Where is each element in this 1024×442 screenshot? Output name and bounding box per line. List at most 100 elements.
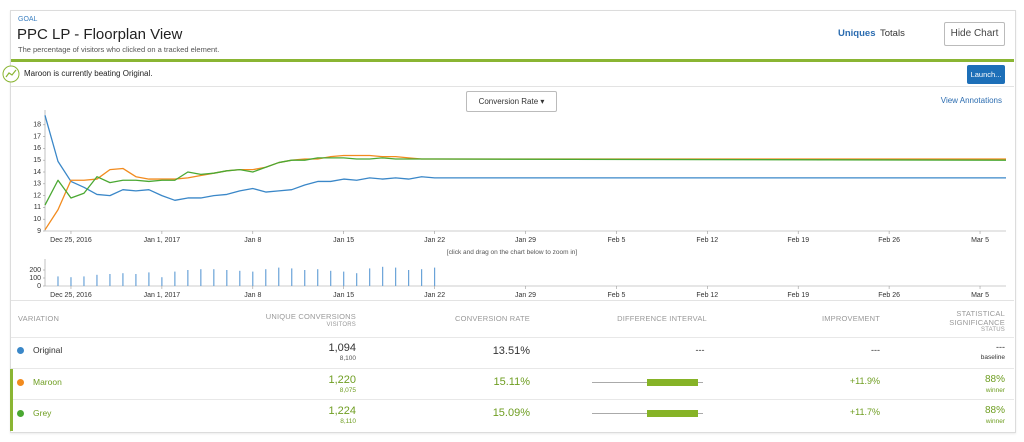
y-tick-label: 15 — [33, 157, 41, 164]
variation-name: Grey — [33, 408, 52, 418]
visitor-bar — [421, 269, 423, 286]
visitor-bar — [226, 270, 228, 286]
metric-dropdown[interactable]: Conversion Rate ▾ — [466, 91, 557, 112]
conversions: 1,224 — [328, 405, 356, 417]
y-tick-label: 11 — [34, 204, 41, 211]
goal-card — [10, 10, 1016, 433]
conversion-rate: 15.11% — [493, 376, 531, 388]
x-tick-label: Feb 19 — [787, 237, 809, 244]
x-tick-label: Jan 29 — [515, 292, 536, 299]
row-maroon — [11, 368, 1014, 400]
metric-label: Conversion Rate — [478, 97, 539, 106]
col-interval: DIFFERENCE INTERVAL — [617, 314, 707, 323]
goal-label: GOAL — [18, 16, 38, 23]
x-tick-label: Jan 15 — [333, 237, 354, 244]
x-tick-label: Feb 5 — [607, 237, 625, 244]
col-status: STATUS — [981, 327, 1005, 333]
significance: 88% — [984, 374, 1005, 385]
tab-totals[interactable]: Totals — [880, 28, 905, 39]
visitor-bar — [148, 272, 150, 286]
x-tick-label: Feb 26 — [878, 292, 900, 299]
visitor-bar — [304, 270, 306, 286]
visitor-bar — [317, 269, 319, 286]
series-line — [44, 157, 1007, 206]
y-tick-label: 13 — [33, 181, 41, 188]
improvement: --- — [871, 345, 880, 355]
winner-marker — [10, 369, 13, 431]
visitor-bar — [213, 269, 215, 286]
y-tick-label: 0 — [37, 283, 41, 290]
x-tick-label: Feb 26 — [878, 237, 900, 244]
x-tick-label: Feb 5 — [607, 292, 625, 299]
x-tick-label: Jan 15 — [333, 292, 354, 299]
improvement: +11.9% — [849, 376, 880, 386]
visitor-bar — [187, 270, 189, 286]
x-tick-label: Jan 1, 2017 — [144, 292, 181, 299]
series-line — [44, 154, 1006, 231]
x-tick-label: Mar 5 — [971, 237, 989, 244]
x-tick-label: Mar 5 — [971, 292, 989, 299]
x-tick-label: Jan 29 — [515, 237, 536, 244]
col-improvement: IMPROVEMENT — [821, 314, 880, 323]
variation-dot — [17, 347, 24, 354]
visitor-bar — [330, 270, 332, 286]
visitor-bar — [174, 271, 176, 286]
conversion-rate: 13.51% — [492, 345, 530, 357]
visitor-bar — [252, 271, 254, 286]
hide-chart-button[interactable]: Hide Chart — [944, 22, 1005, 46]
conversions: 1,220 — [328, 374, 356, 386]
banner-message: Maroon is currently beating Original. — [24, 69, 153, 78]
status: baseline — [980, 354, 1005, 361]
divider — [11, 300, 1014, 301]
row-grey — [11, 399, 1014, 431]
variation-dot — [17, 379, 24, 386]
col-conversions: UNIQUE CONVERSIONS — [265, 312, 356, 321]
launch-button[interactable]: Launch... — [967, 65, 1005, 84]
x-tick-label: Jan 1, 2017 — [144, 237, 181, 244]
visitor-bar — [161, 277, 163, 286]
trend-icon — [2, 65, 20, 83]
col-variation: VARIATION — [18, 314, 60, 323]
variation-name: Original — [33, 345, 63, 355]
tab-uniques[interactable]: Uniques — [838, 28, 876, 39]
view-annotations-link[interactable]: View Annotations — [940, 96, 1002, 105]
visitor-bar — [343, 271, 345, 286]
visitor-bar — [239, 270, 241, 286]
significance: --- — [996, 342, 1005, 352]
variation-dot — [17, 410, 24, 417]
goal-subtitle: The percentage of visitors who clicked o… — [18, 45, 220, 54]
conversions: 1,094 — [328, 342, 356, 354]
y-tick-label: 16 — [33, 145, 41, 152]
visitor-bar — [356, 273, 358, 286]
goal-title: PPC LP - Floorplan View — [17, 26, 183, 43]
y-tick-label: 10 — [33, 216, 41, 223]
y-tick-label: 9 — [37, 228, 41, 235]
visitors: 8,075 — [339, 387, 356, 394]
interval-bar — [647, 410, 698, 417]
y-tick-label: 200 — [29, 267, 41, 274]
divider — [11, 86, 1014, 87]
visitor-bar — [57, 276, 59, 286]
y-tick-label: 100 — [29, 275, 41, 282]
visitor-bar — [278, 267, 280, 286]
visitor-bar — [96, 274, 98, 286]
visitor-bar — [265, 269, 267, 286]
status-stripe — [11, 59, 1014, 62]
visitor-bar — [408, 270, 410, 286]
visitor-bar — [135, 274, 137, 286]
significance: 88% — [984, 405, 1005, 416]
interval-bar — [647, 379, 698, 386]
y-tick-label: 17 — [33, 133, 41, 140]
x-tick-label: Jan 8 — [244, 237, 261, 244]
conversion-rate: 15.09% — [492, 407, 530, 419]
visitor-bar — [369, 268, 371, 286]
variation-name: Maroon — [33, 377, 62, 387]
y-tick-label: 14 — [33, 169, 41, 176]
visitors: 8,100 — [339, 355, 356, 362]
status: winner — [985, 387, 1005, 394]
status: winner — [985, 418, 1005, 425]
visitor-bar — [109, 274, 111, 286]
x-tick-label: Feb 12 — [696, 237, 718, 244]
